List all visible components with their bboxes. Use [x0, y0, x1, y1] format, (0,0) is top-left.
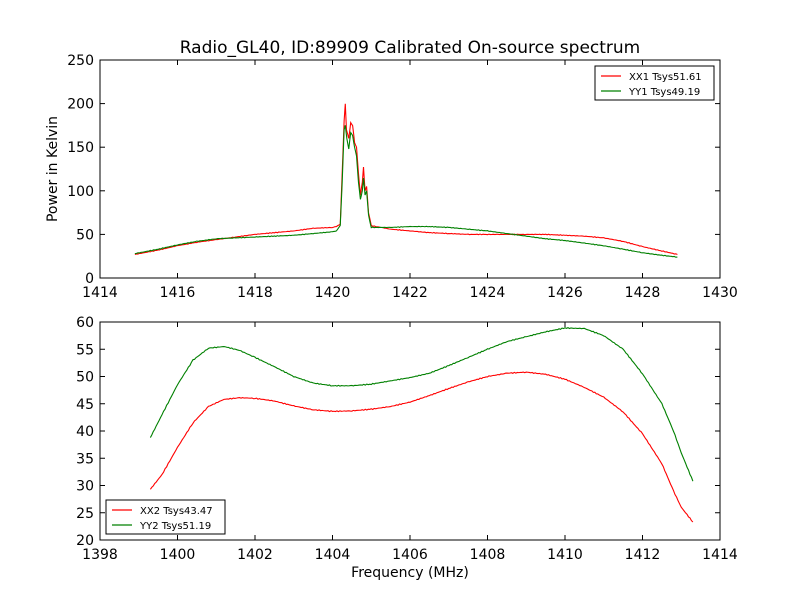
x-tick-label: 1420	[315, 285, 351, 301]
x-tick-label: 1406	[392, 547, 428, 563]
x-tick-label: 1430	[702, 285, 738, 301]
top-panel: Radio_GL40, ID:89909 Calibrated On-sourc…	[45, 38, 738, 301]
legend: XX2 Tsys43.47 YY2 Tsys51.19	[105, 499, 226, 535]
y-tick-label: 200	[67, 97, 94, 113]
series-line-2	[149, 327, 694, 482]
legend-label: YY1 Tsys49.19	[628, 87, 700, 98]
y-tick-label: 0	[85, 271, 94, 287]
x-tick-label: 1426	[547, 285, 583, 301]
y-tick-label: 30	[76, 479, 94, 495]
y-axis-label: Power in Kelvin	[45, 116, 61, 222]
series-group	[134, 103, 678, 258]
legend-box	[594, 65, 715, 101]
x-tick-label: 1412	[625, 547, 661, 563]
legend-box	[105, 499, 226, 535]
chart-title: Radio_GL40, ID:89909 Calibrated On-sourc…	[180, 38, 641, 58]
y-tick-label: 45	[76, 397, 94, 413]
x-axis-label: Frequency (MHz)	[351, 565, 469, 581]
x-tick-label: 1402	[237, 547, 273, 563]
legend-label: XX2 Tsys43.47	[140, 506, 213, 517]
y-tick-label: 150	[67, 140, 94, 156]
x-ticks: 1398 1400 1402 1404 1406 1408 1410 1412 1414	[82, 322, 738, 563]
y-tick-label: 100	[67, 184, 94, 200]
series-group	[149, 327, 694, 523]
y-ticks: 20 25 30 35 40 45 50 55 60	[76, 315, 720, 549]
y-tick-label: 20	[76, 533, 94, 549]
legend: XX1 Tsys51.61 YY1 Tsys49.19	[594, 65, 715, 101]
series-line-1	[149, 371, 694, 523]
y-tick-label: 40	[76, 424, 94, 440]
series-line-2	[134, 125, 678, 258]
bottom-panel: 1398 1400 1402 1404 1406 1408 1410 1412 1414 202…	[76, 315, 738, 581]
x-tick-label: 1414	[82, 285, 118, 301]
x-ticks: 1414 1416 1418 1420 1422 1424 1426 1428 1430	[82, 60, 738, 301]
legend-label: YY2 Tsys51.19	[139, 521, 211, 532]
y-tick-label: 250	[67, 53, 94, 69]
y-ticks: 0 50 100 150 200 250	[67, 53, 720, 287]
x-tick-label: 1398	[82, 547, 118, 563]
x-tick-label: 1428	[625, 285, 661, 301]
x-tick-label: 1424	[470, 285, 506, 301]
x-tick-label: 1410	[547, 547, 583, 563]
x-tick-label: 1400	[160, 547, 196, 563]
y-tick-label: 25	[76, 506, 94, 522]
x-tick-label: 1414	[702, 547, 738, 563]
x-tick-label: 1422	[392, 285, 428, 301]
y-tick-label: 50	[76, 227, 94, 243]
x-tick-label: 1416	[160, 285, 196, 301]
y-tick-label: 55	[76, 342, 94, 358]
legend-label: XX1 Tsys51.61	[629, 72, 702, 83]
x-tick-label: 1404	[315, 547, 351, 563]
x-tick-label: 1408	[470, 547, 506, 563]
y-tick-label: 50	[76, 370, 94, 386]
y-tick-label: 35	[76, 451, 94, 467]
x-tick-label: 1418	[237, 285, 273, 301]
y-tick-label: 60	[76, 315, 94, 331]
